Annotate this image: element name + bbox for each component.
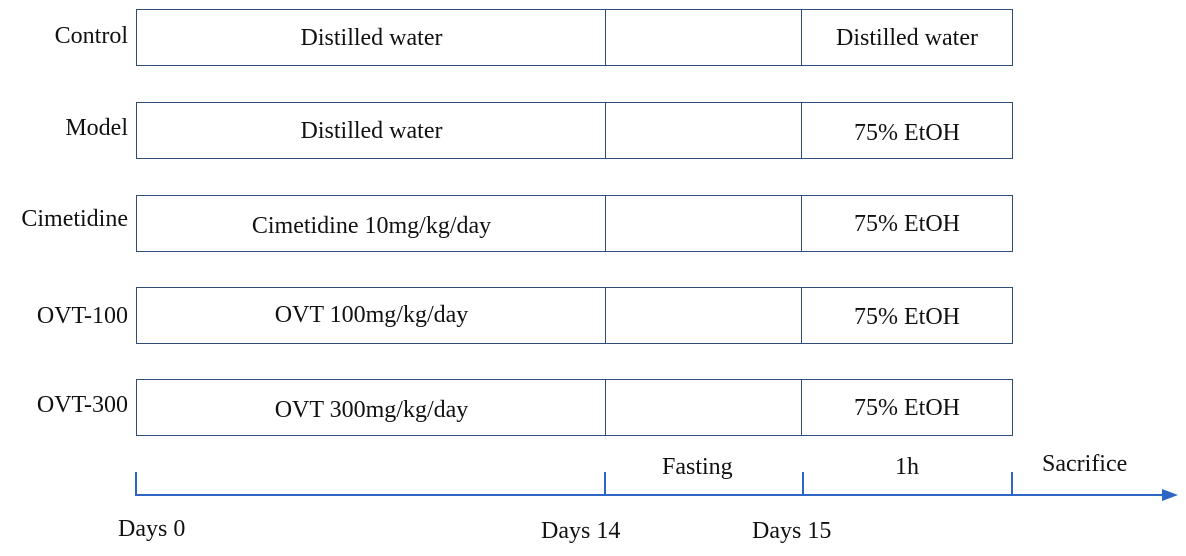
ovt-100-induction-box: 75% EtOH <box>801 287 1013 344</box>
ovt-100-induction-text: 75% EtOH <box>854 304 960 330</box>
tick-sacrifice <box>1011 472 1013 496</box>
model-pretreatment-box: Distilled water <box>136 102 607 159</box>
ovt-100-pretreatment-box: OVT 100mg/kg/day <box>136 287 607 344</box>
tick-label-day-15: Days 15 <box>752 518 832 544</box>
tick-label-day-14: Days 14 <box>541 518 621 544</box>
control-pretreatment-text: Distilled water <box>300 25 443 51</box>
timeline-arrowhead-icon <box>1162 489 1178 501</box>
cimetidine-induction-box: 75% EtOH <box>801 195 1013 252</box>
ovt-300-fasting-box <box>605 379 803 436</box>
group-label-cimetidine: Cimetidine <box>21 206 128 232</box>
phase-induction-label: 1h <box>895 454 919 480</box>
ovt-100-fasting-box <box>605 287 803 344</box>
timeline-axis <box>135 494 1165 496</box>
ovt-100-pretreatment-text: OVT 100mg/kg/day <box>274 302 469 328</box>
control-pretreatment-box: Distilled water <box>136 9 607 66</box>
cimetidine-induction-text: 75% EtOH <box>854 211 960 237</box>
tick-day-14 <box>604 472 606 496</box>
model-pretreatment-text: Distilled water <box>300 118 443 144</box>
ovt-300-induction-text: 75% EtOH <box>854 395 960 421</box>
cimetidine-pretreatment-text: Cimetidine 10mg/kg/day <box>251 213 492 239</box>
control-induction-text: Distilled water <box>836 25 978 51</box>
cimetidine-pretreatment-box: Cimetidine 10mg/kg/day <box>136 195 607 252</box>
phase-fasting-label: Fasting <box>662 454 733 480</box>
model-induction-text: 75% EtOH <box>854 120 960 146</box>
ovt-300-induction-box: 75% EtOH <box>801 379 1013 436</box>
ovt-300-pretreatment-box: OVT 300mg/kg/day <box>136 379 607 436</box>
tick-label-day-0: Days 0 <box>118 516 186 542</box>
model-fasting-box <box>605 102 803 159</box>
control-fasting-box <box>605 9 803 66</box>
model-induction-box: 75% EtOH <box>801 102 1013 159</box>
control-induction-box: Distilled water <box>801 9 1013 66</box>
tick-day-0 <box>135 472 137 496</box>
group-label-ovt-300: OVT-300 <box>36 392 128 418</box>
group-label-model: Model <box>65 115 128 141</box>
sacrifice-label: Sacrifice <box>1042 451 1128 477</box>
group-label-ovt-100: OVT-100 <box>36 303 128 329</box>
tick-day-15 <box>802 472 804 496</box>
group-label-control: Control <box>54 23 128 49</box>
ovt-300-pretreatment-text: OVT 300mg/kg/day <box>274 397 469 423</box>
cimetidine-fasting-box <box>605 195 803 252</box>
